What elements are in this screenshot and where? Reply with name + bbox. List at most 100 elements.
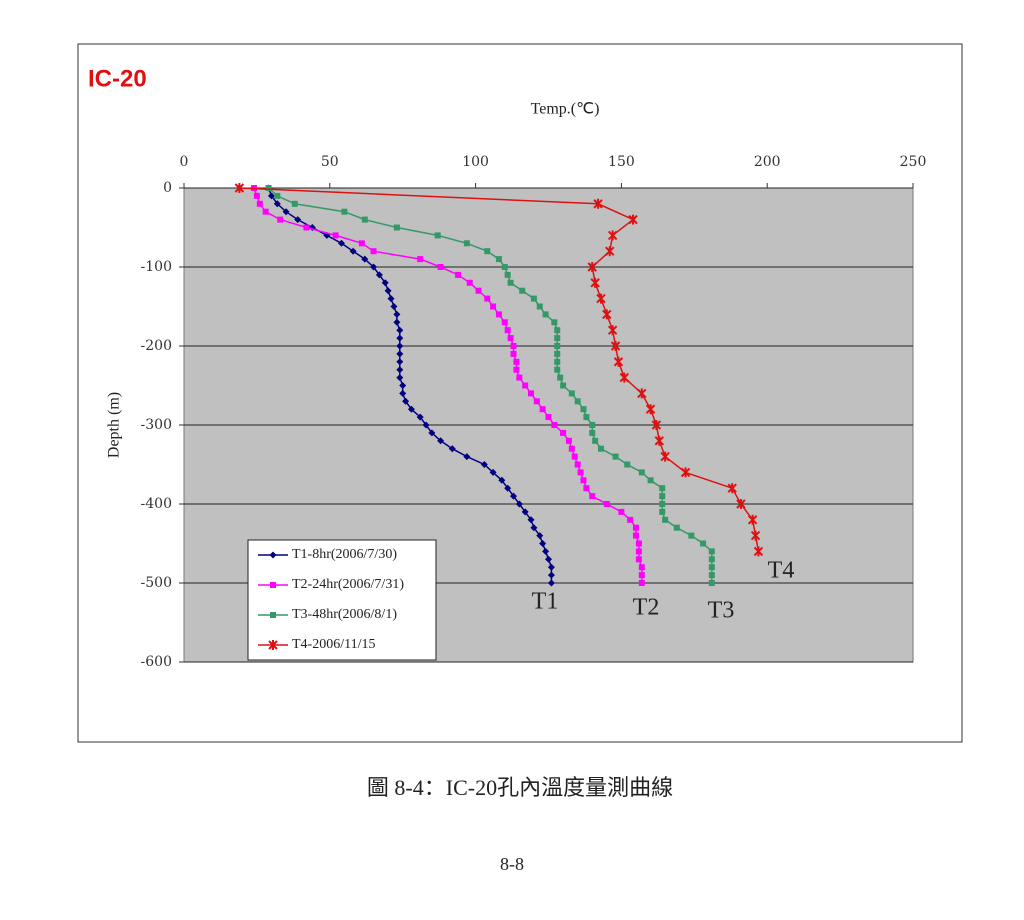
marker: [513, 366, 520, 373]
marker: [708, 548, 715, 555]
marker: [303, 224, 310, 231]
marker: [417, 256, 424, 263]
marker: [673, 524, 680, 531]
marker: [574, 398, 581, 405]
marker: [638, 469, 645, 476]
marker: [396, 350, 404, 358]
marker: [659, 493, 666, 500]
y-tick-label: -300: [141, 417, 172, 433]
marker: [396, 326, 404, 334]
y-tick-label: -400: [141, 496, 172, 512]
marker: [337, 239, 345, 247]
marker: [396, 358, 404, 366]
marker: [571, 453, 578, 460]
marker: [341, 208, 348, 215]
marker: [542, 311, 549, 318]
annotation: T2: [633, 595, 660, 621]
marker: [396, 342, 404, 350]
marker: [628, 214, 638, 225]
marker: [635, 540, 642, 547]
marker: [547, 579, 555, 587]
marker: [361, 216, 368, 223]
marker: [580, 406, 587, 413]
marker: [455, 271, 462, 278]
legend: T1-8hr(2006/7/30) T2-24hr(2006/7/31) T3-48…: [247, 539, 437, 661]
marker: [402, 397, 410, 405]
marker: [583, 414, 590, 421]
chart-title: IC-20: [88, 65, 147, 92]
marker: [396, 366, 404, 374]
marker: [554, 366, 561, 373]
marker: [536, 532, 544, 540]
marker: [645, 404, 656, 415]
marker: [554, 350, 561, 357]
x-tick-label: 100: [462, 154, 489, 170]
marker: [603, 501, 610, 507]
marker: [268, 640, 278, 650]
marker: [607, 325, 618, 336]
marker: [507, 335, 514, 342]
marker: [484, 248, 491, 255]
marker: [495, 311, 502, 318]
marker: [700, 540, 707, 547]
y-tick-label: -100: [141, 259, 172, 275]
marker: [504, 271, 511, 278]
marker: [635, 556, 642, 563]
marker: [396, 374, 404, 382]
marker: [495, 256, 502, 263]
marker: [708, 556, 715, 563]
marker: [753, 546, 764, 557]
marker: [593, 198, 603, 209]
marker: [551, 319, 558, 326]
x-tick-label: 200: [754, 154, 781, 170]
x-tick-label: 250: [900, 154, 927, 170]
marker: [580, 477, 587, 484]
marker: [437, 264, 444, 270]
marker: [654, 435, 665, 446]
marker: [498, 476, 506, 484]
marker: [466, 279, 473, 286]
marker: [475, 287, 482, 294]
marker: [590, 277, 600, 288]
marker: [501, 264, 508, 270]
marker: [390, 303, 398, 310]
marker: [265, 185, 272, 191]
marker: [568, 445, 575, 452]
x-tick-label: 50: [321, 154, 339, 170]
marker: [489, 468, 497, 476]
marker: [542, 547, 550, 555]
marker: [708, 572, 715, 579]
marker: [592, 437, 599, 444]
marker: [607, 230, 618, 241]
marker: [596, 293, 606, 304]
marker: [504, 327, 511, 334]
y-axis-label: Depth (m): [106, 392, 123, 458]
marker: [624, 461, 631, 468]
marker: [513, 358, 520, 365]
legend-box: [247, 539, 437, 661]
marker: [612, 453, 619, 460]
marker: [463, 240, 470, 247]
marker: [688, 532, 695, 539]
marker: [536, 303, 543, 310]
marker: [519, 287, 526, 294]
marker: [708, 564, 715, 571]
marker: [396, 334, 404, 342]
marker: [619, 372, 630, 383]
marker: [510, 343, 517, 349]
marker: [393, 310, 401, 318]
marker: [361, 255, 369, 263]
legend-label: T3-48hr(2006/8/1): [292, 607, 397, 622]
marker: [504, 484, 512, 492]
marker: [638, 580, 645, 586]
marker: [632, 524, 639, 531]
marker: [291, 200, 298, 207]
marker: [510, 350, 517, 357]
marker: [618, 508, 625, 515]
marker: [393, 224, 400, 231]
marker: [610, 341, 621, 351]
marker: [463, 453, 471, 461]
marker: [750, 530, 761, 541]
